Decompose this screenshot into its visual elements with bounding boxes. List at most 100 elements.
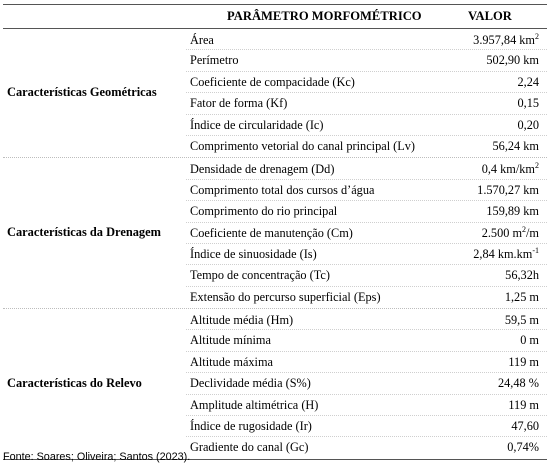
table-row: Tempo de concentração (Tc) 56,32h <box>3 265 547 287</box>
parameter-value: 56,24 km <box>493 139 539 154</box>
table-row: Altitude mínima 0 m <box>3 330 547 352</box>
parameter-name: Gradiente do canal (Gc) <box>190 440 309 455</box>
table-row: Declividade média (S%) 24,48 % <box>3 373 547 395</box>
row-divider <box>186 178 547 180</box>
parameter-name: Índice de circularidade (Ic) <box>190 117 324 132</box>
row-group: Características da Drenagem Densidade de … <box>3 157 547 308</box>
value-text: 0,20 <box>517 117 539 132</box>
parameter-value: 47,60 <box>511 419 539 434</box>
value-superscript: 2 <box>535 32 539 41</box>
row-divider <box>186 221 547 223</box>
value-text: 119 m <box>508 397 539 412</box>
parameter-value: 0,4 km/km2 <box>482 162 539 177</box>
table-row: Comprimento vetorial do canal principal … <box>3 136 547 157</box>
parameter-name: Densidade de drenagem (Dd) <box>190 162 335 177</box>
parameter-value: 3.957,84 km2 <box>473 33 539 48</box>
value-text: 47,60 <box>511 419 539 434</box>
parameter-value: 0,20 <box>517 118 539 133</box>
value-superscript: -1 <box>532 245 539 255</box>
parameter-value: 502,90 km <box>486 53 539 68</box>
parameter-name: Coeficiente de manutenção (Cm) <box>190 225 353 240</box>
table-row: Densidade de drenagem (Dd) 0,4 km/km2 <box>3 158 547 180</box>
table-row: Extensão do percurso superficial (Eps) 1,… <box>3 287 547 308</box>
table-row: Comprimento total dos cursos d’água 1.570… <box>3 180 547 202</box>
parameter-value: 2,84 km.km-1 <box>473 245 539 262</box>
row-divider <box>186 329 547 331</box>
category-label: Características do Relevo <box>7 375 142 390</box>
parameter-name: Perímetro <box>190 53 239 68</box>
table-row: Gradiente do canal (Gc) 0,74% <box>3 437 547 458</box>
parameter-name: Comprimento vetorial do canal principal … <box>190 138 416 153</box>
source-note: Fonte: Soares; Oliveira; Santos (2023). <box>3 451 191 463</box>
parameter-name: Fator de forma (Kf) <box>190 96 288 111</box>
parameter-name: Índice de sinuosidade (Is) <box>190 246 317 261</box>
parameter-value: 2,24 <box>517 75 539 90</box>
parameter-name: Altitude mínima <box>190 333 271 348</box>
table-row: Amplitude altimétrica (H) 119 m <box>3 395 547 417</box>
header-value: VALOR <box>468 9 512 23</box>
table-row: Índice de circularidade (Ic) 0,20 <box>3 115 547 136</box>
table-row: Índice de rugosidade (Ir) 47,60 <box>3 416 547 438</box>
parameter-name: Amplitude altimétrica (H) <box>190 397 319 412</box>
value-text: 1.570,27 km <box>477 182 539 197</box>
table-row: Comprimento do rio principal 159,89 km <box>3 201 547 223</box>
morphometric-table: PARÂMETRO MORFOMÉTRICO VALOR Característ… <box>3 4 547 460</box>
value-text: 2.500 m <box>481 225 523 240</box>
row-divider <box>186 372 547 374</box>
value-text: 3.957,84 km <box>473 33 535 47</box>
value-text: 119 m <box>508 354 539 369</box>
row-divider <box>186 393 547 395</box>
parameter-name: Índice de rugosidade (Ir) <box>190 419 312 434</box>
value-text: 56,32h <box>505 268 539 283</box>
parameter-value: 1,25 m <box>505 290 539 305</box>
row-divider <box>186 70 547 72</box>
table-row: Índice de sinuosidade (Is) 2,84 km.km-1 <box>3 244 547 266</box>
category-label: Características da Drenagem <box>7 225 161 240</box>
value-superscript: 2 <box>535 161 539 171</box>
row-divider <box>186 200 547 202</box>
value-suffix: /m <box>526 225 539 240</box>
parameter-value: 2.500 m2/m <box>481 225 539 241</box>
table-row: Altitude máxima 119 m <box>3 352 547 374</box>
table-row: Fator de forma (Kf) 0,15 <box>3 93 547 115</box>
parameter-name: Coeficiente de compacidade (Kc) <box>190 74 355 89</box>
value-text: 24,48 % <box>498 376 539 391</box>
value-text: 59,5 m <box>504 313 539 328</box>
table-row: Área 3.957,84 km2 <box>3 29 547 51</box>
parameter-value: 1.570,27 km <box>477 183 539 198</box>
value-text: 1,25 m <box>504 289 539 304</box>
row-divider <box>186 285 547 287</box>
value-text: 159,89 km <box>486 204 539 219</box>
row-divider <box>186 436 547 438</box>
parameter-value: 0,15 <box>517 96 539 111</box>
table-row: Perímetro 502,90 km <box>3 50 547 72</box>
value-text: 2,24 <box>517 74 539 89</box>
parameter-name: Área <box>190 33 214 47</box>
parameter-value: 119 m <box>508 398 539 413</box>
value-text: 56,24 km <box>492 138 539 153</box>
parameter-name: Extensão do percurso superficial (Eps) <box>190 289 381 304</box>
row-divider <box>186 350 547 352</box>
value-text: 2,84 km.km <box>473 246 533 261</box>
parameter-value: 159,89 km <box>486 204 539 219</box>
row-divider <box>186 49 547 51</box>
row-divider <box>186 92 547 94</box>
value-text: 0,74% <box>507 440 539 455</box>
table-header: PARÂMETRO MORFOMÉTRICO VALOR <box>3 4 547 29</box>
value-text: 502,90 km <box>486 53 539 68</box>
row-group: Características do Relevo Altitude média … <box>3 308 547 459</box>
parameter-value: 56,32h <box>505 268 539 283</box>
parameter-name: Comprimento total dos cursos d’água <box>190 182 375 197</box>
header-parameter: PARÂMETRO MORFOMÉTRICO <box>227 9 422 23</box>
row-group: Características Geométricas Área 3.957,84 … <box>3 29 547 157</box>
parameter-name: Altitude máxima <box>190 354 273 369</box>
value-text: 0 m <box>520 333 539 348</box>
row-divider <box>186 242 547 244</box>
parameter-value: 24,48 % <box>498 376 539 391</box>
parameter-name: Comprimento do rio principal <box>190 204 338 219</box>
row-divider <box>186 415 547 417</box>
parameter-name: Tempo de concentração (Tc) <box>190 268 330 283</box>
parameter-name: Altitude média (Hm) <box>190 313 294 328</box>
parameter-value: 119 m <box>508 355 539 370</box>
parameter-value: 0 m <box>520 333 539 348</box>
